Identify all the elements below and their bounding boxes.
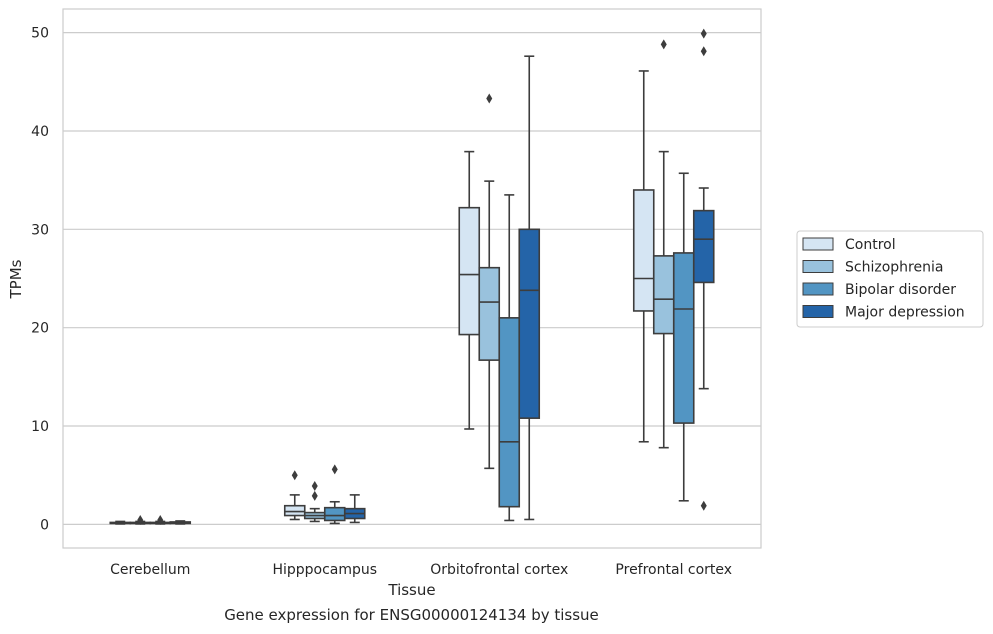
legend-swatch-0 bbox=[802, 237, 834, 251]
y-tick-labels: 0 10 20 30 40 50 bbox=[31, 26, 49, 534]
x-tick-label-2: Orbitofrontal cortex bbox=[430, 562, 568, 578]
y-tick-label-20: 20 bbox=[31, 321, 49, 337]
legend-label-2: Bipolar disorder bbox=[845, 282, 956, 298]
plot-frame bbox=[62, 8, 762, 549]
box-3-1 bbox=[652, 39, 675, 449]
box-iqr bbox=[478, 266, 501, 361]
box-0-3 bbox=[169, 520, 192, 525]
y-tick-label-50: 50 bbox=[31, 26, 49, 42]
legend-label-1: Schizophrenia bbox=[845, 260, 943, 276]
box-0-0 bbox=[109, 520, 132, 525]
box-3-2 bbox=[672, 172, 695, 502]
box-iqr bbox=[672, 252, 695, 424]
legend-swatch-1 bbox=[802, 260, 834, 273]
legend-frame bbox=[796, 230, 984, 328]
legend-label-3: Major depression bbox=[845, 305, 965, 321]
y-tick-label-30: 30 bbox=[31, 222, 49, 238]
outlier-point-2 bbox=[700, 28, 707, 39]
box-3-0 bbox=[632, 70, 655, 443]
box-1-3 bbox=[343, 494, 366, 524]
outlier-point-0 bbox=[660, 39, 667, 50]
outlier-point-0 bbox=[700, 500, 707, 511]
figure-caption: Gene expression for ENSG00000124134 by t… bbox=[224, 606, 599, 624]
box-1-1 bbox=[303, 481, 326, 523]
legend-label-0: Control bbox=[845, 237, 896, 253]
box-iqr bbox=[632, 189, 655, 312]
box-2-0 bbox=[458, 150, 481, 430]
box-0-2 bbox=[149, 514, 172, 525]
y-axis-label: TPMs bbox=[7, 259, 25, 299]
box-1-2 bbox=[323, 464, 346, 525]
legend-swatch-2 bbox=[802, 282, 834, 296]
outlier-point-0 bbox=[137, 514, 144, 525]
box-iqr bbox=[323, 506, 346, 522]
box-iqr bbox=[498, 317, 521, 508]
box-iqr bbox=[518, 228, 541, 419]
y-tick-label-40: 40 bbox=[31, 124, 49, 140]
boxes bbox=[109, 28, 715, 525]
y-tick-label-10: 10 bbox=[31, 419, 49, 435]
grid-lines bbox=[63, 32, 761, 525]
box-iqr bbox=[692, 209, 715, 284]
x-tick-labels: Cerebellum Hipppocampus Orbitofrontal cort… bbox=[110, 562, 732, 578]
box-iqr bbox=[283, 504, 306, 517]
outlier-point-0 bbox=[331, 464, 338, 475]
y-tick-label-0: 0 bbox=[40, 517, 49, 533]
box-2-3 bbox=[518, 55, 541, 521]
outlier-point-1 bbox=[700, 46, 707, 57]
box-iqr bbox=[652, 255, 675, 335]
box-1-0 bbox=[283, 470, 306, 521]
x-axis-label: Tissue bbox=[387, 581, 435, 599]
outlier-point-0 bbox=[291, 470, 298, 481]
outlier-point-0 bbox=[157, 514, 164, 525]
box-iqr bbox=[458, 206, 481, 336]
box-0-1 bbox=[129, 514, 152, 525]
x-tick-label-1: Hipppocampus bbox=[272, 562, 377, 578]
x-tick-label-0: Cerebellum bbox=[110, 562, 190, 578]
x-tick-label-3: Prefrontal cortex bbox=[615, 562, 732, 578]
outlier-point-0 bbox=[311, 490, 318, 501]
outlier-point-0 bbox=[486, 93, 493, 104]
box-3-3 bbox=[692, 28, 715, 511]
box-2-1 bbox=[478, 93, 501, 470]
legend: Control Schizophrenia Bipolar disorder Majo… bbox=[796, 230, 984, 328]
box-2-2 bbox=[498, 194, 521, 522]
outlier-point-1 bbox=[311, 481, 318, 492]
legend-swatch-3 bbox=[802, 305, 834, 318]
